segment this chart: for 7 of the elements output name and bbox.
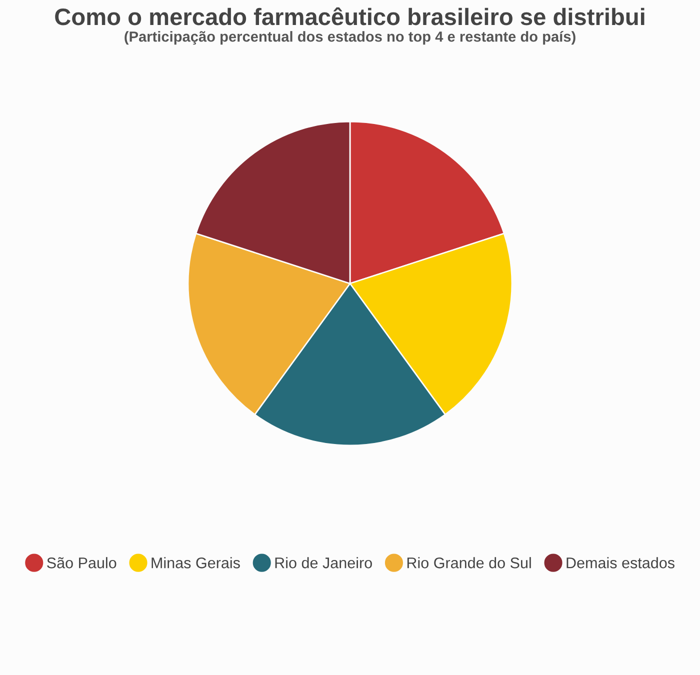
chart-title: Como o mercado farmacêutico brasileiro se distribui [55,7,644,26]
legend-label: Rio de Janeiro [275,557,372,568]
legend-label: Demais estados [566,557,674,568]
legend-label: Minas Gerais [152,557,240,568]
chart-subtitle: (Participação percentual dos estados no top 4 e restante do país) [124,30,576,45]
legend-label: Rio Grande do Sul [407,557,531,568]
legend-label: São Paulo [47,557,116,568]
